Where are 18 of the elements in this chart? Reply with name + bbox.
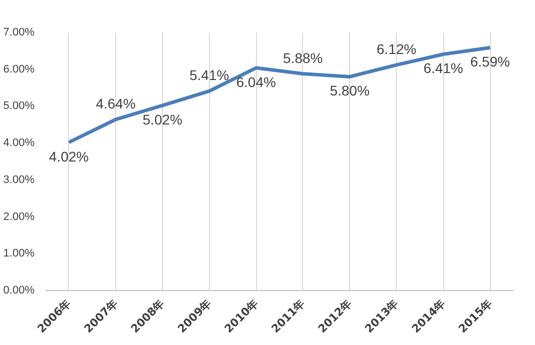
y-tick-label: 7.00% [3,26,35,38]
data-label: 5.41% [189,67,230,84]
data-label: 5.88% [283,50,323,66]
y-tick-label: 6.00% [3,63,35,76]
data-label: 6.41% [423,60,464,76]
y-tick-label: 0.00% [3,284,35,296]
data-label: 6.59% [470,54,510,70]
data-label: 4.02% [49,148,89,164]
data-label: 5.02% [142,111,182,128]
y-tick-label: 3.00% [3,174,35,186]
y-tick-label: 1.00% [3,248,35,260]
data-label: 4.64% [96,95,136,112]
data-label: 6.04% [236,74,276,90]
y-tick-label: 5.00% [3,100,35,112]
y-tick-label: 2.00% [3,210,35,223]
data-label: 5.80% [330,82,370,99]
data-label: 6.12% [376,40,416,57]
y-tick-label: 4.00% [3,137,35,150]
